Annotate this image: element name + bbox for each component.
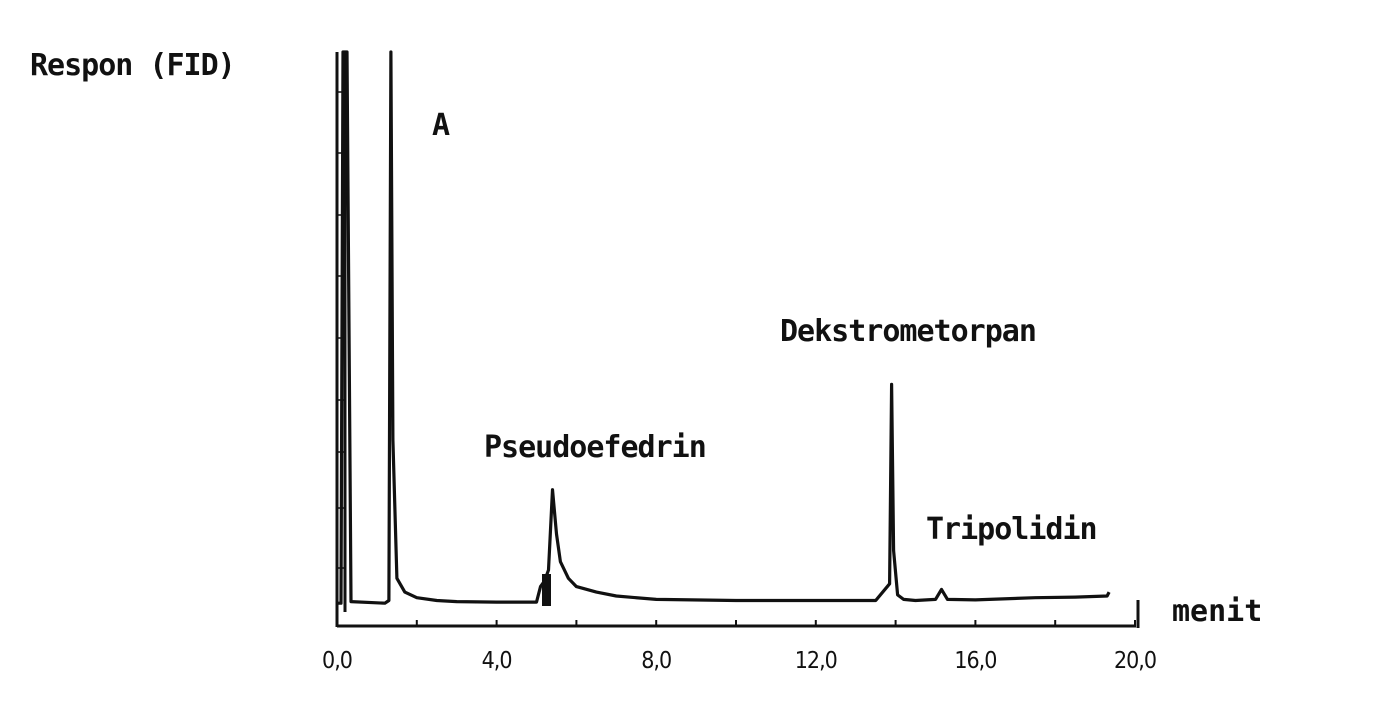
x-tick-label: 16,0 [954, 648, 997, 674]
peak-label-pseudoefedrin: Pseudoefedrin [484, 430, 707, 465]
pseudoefedrin-shoulder [542, 574, 551, 606]
x-axis [336, 600, 1140, 628]
x-tick-label: 0,0 [322, 648, 353, 674]
y-axis-label: Respon (FID) [30, 48, 236, 83]
x-tick-label: 4,0 [481, 648, 513, 674]
y-axis [335, 52, 347, 627]
chromatogram-trace [337, 50, 1111, 605]
x-tick-label: 12,0 [794, 648, 838, 674]
x-axis-unit-label: menit [1172, 594, 1263, 629]
peak-label-tripolidin: Tripolidin [926, 512, 1098, 547]
x-tick-label: 20,0 [1113, 648, 1157, 674]
peak-label-a: A [432, 108, 450, 143]
peak-label-dekstrometorpan: Dekstrometorpan [780, 314, 1037, 349]
x-tick-label: 8,0 [641, 648, 672, 674]
